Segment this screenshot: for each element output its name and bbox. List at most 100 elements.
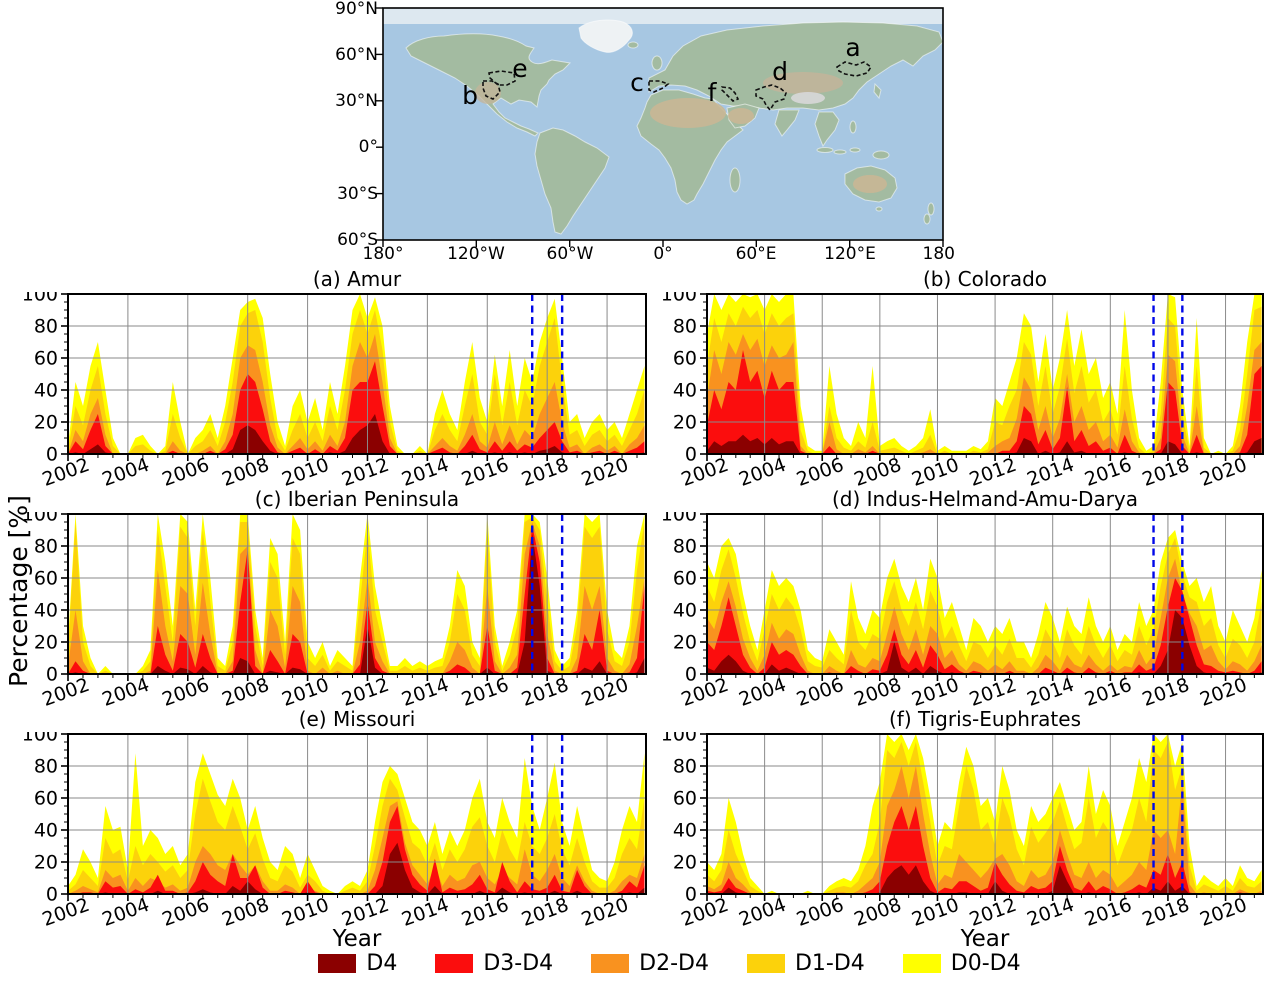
- svg-text:40: 40: [34, 600, 58, 622]
- svg-text:0: 0: [46, 444, 58, 466]
- lon-tick: 0°: [653, 244, 672, 262]
- svg-text:80: 80: [34, 536, 58, 558]
- svg-text:60: 60: [673, 568, 697, 590]
- map-tick-labels: 90°N 60°N 30°N 0° 30°S 60°S 180° 120°W 6…: [335, 0, 963, 264]
- area-D2-D4: [707, 334, 1262, 454]
- svg-text:60: 60: [673, 788, 697, 810]
- drought-legend: D4 D3-D4 D2-D4 D1-D4 D0-D4: [0, 951, 1269, 976]
- region-letter-d: d: [772, 57, 788, 86]
- legend-item-d0-d4: D0-D4: [902, 951, 1021, 976]
- basin-outline-f: [721, 86, 740, 102]
- svg-text:20: 20: [34, 632, 58, 654]
- svg-text:80: 80: [34, 756, 58, 778]
- map-ticks: [376, 7, 944, 247]
- chart-cell-f: (f) Tigris-Euphrates 0 20 40 60 80 100 2002 200…: [639, 706, 1265, 946]
- basin-outlines: [482, 61, 873, 112]
- chart-cell-c: (c) Iberian Peninsula 0 20 40 60 80 100 2002 20…: [0, 486, 648, 726]
- area-D3-D4: [68, 361, 645, 454]
- legend-item-d2-d4: D2-D4: [591, 951, 709, 976]
- area-D1-D4: [707, 306, 1262, 454]
- madagascar: [729, 167, 741, 193]
- chart-title-c: (c) Iberian Peninsula: [254, 487, 460, 511]
- chart-title-f: (f) Tigris-Euphrates: [888, 707, 1081, 731]
- lat-tick: 30°N: [335, 91, 378, 111]
- svg-text:2006: 2006: [794, 894, 847, 931]
- uk: [651, 55, 663, 71]
- area-D3-D4: [68, 806, 645, 894]
- svg-text:80: 80: [34, 316, 58, 338]
- legend-item-d1-d4: D1-D4: [746, 951, 865, 976]
- area-D0-D4: [707, 530, 1262, 674]
- svg-text:100: 100: [661, 292, 697, 306]
- region-letter-f: f: [708, 78, 718, 107]
- svg-text:40: 40: [673, 820, 697, 842]
- svg-text:2020: 2020: [1197, 894, 1250, 931]
- chart-title-a: (a) Amur: [312, 267, 402, 291]
- svg-text:2016: 2016: [459, 894, 512, 931]
- chart-cell-e: (e) Missouri 0 20 40 60 80 100 2002 2004 2006 200…: [0, 706, 648, 946]
- legend-swatch-d1-d4: [746, 954, 785, 973]
- svg-text:60: 60: [34, 568, 58, 590]
- lat-tick: 0°: [359, 137, 378, 157]
- legend-label-d4: D4: [366, 951, 398, 976]
- legend-label-d0-d4: D0-D4: [950, 951, 1021, 976]
- svg-text:60: 60: [34, 348, 58, 370]
- lat-tick: 60°S: [337, 230, 378, 250]
- lon-tick: 60°W: [547, 244, 594, 262]
- svg-text:0: 0: [46, 664, 58, 686]
- svg-text:40: 40: [673, 600, 697, 622]
- lon-tick: 120°E: [824, 244, 876, 262]
- region-letter-a: a: [845, 33, 860, 62]
- legend-label-d2-d4: D2-D4: [639, 951, 709, 976]
- basin-outline-e: [488, 70, 516, 86]
- area-D2-D4: [68, 801, 645, 894]
- desert-shading: [475, 72, 887, 193]
- svg-text:2020: 2020: [579, 894, 632, 931]
- legend-label-d1-d4: D1-D4: [794, 951, 865, 976]
- region-letter-c: c: [630, 68, 644, 97]
- lon-tick: 180°: [923, 244, 955, 262]
- legend-item-d3-d4: D3-D4: [435, 951, 553, 976]
- legend-item-d4: D4: [318, 951, 397, 976]
- svg-text:0: 0: [46, 884, 58, 906]
- eurasia: [648, 21, 944, 111]
- svg-text:100: 100: [22, 292, 58, 306]
- svg-text:80: 80: [673, 316, 697, 338]
- basin-outline-a: [835, 61, 873, 77]
- svg-text:0: 0: [685, 884, 697, 906]
- svg-text:2006: 2006: [159, 894, 212, 931]
- svg-text:20: 20: [34, 852, 58, 874]
- world-map-panel: a b c d e f 90°N 60°N 30°N 0° 30°S 60°S …: [330, 0, 963, 266]
- area-D2-D4: [707, 558, 1262, 674]
- svg-text:100: 100: [661, 512, 697, 526]
- area-D4: [707, 434, 1262, 454]
- lat-tick: 30°S: [337, 184, 378, 204]
- svg-text:2008: 2008: [851, 894, 904, 931]
- japan: [873, 82, 882, 100]
- chart-title-b: (b) Colorado: [922, 267, 1048, 291]
- area-D1-D4: [68, 517, 645, 674]
- svg-text:80: 80: [673, 536, 697, 558]
- greenland: [578, 19, 633, 53]
- lon-tick: 120°W: [447, 244, 505, 262]
- region-letters: a b c d e f: [462, 33, 861, 110]
- world-map: a b c d e f 90°N 60°N 30°N 0° 30°S 60°S …: [335, 0, 963, 264]
- svg-text:2018: 2018: [519, 894, 572, 931]
- basin-outline-c: [648, 80, 670, 93]
- legend-label-d3-d4: D3-D4: [483, 951, 554, 976]
- chart-title-d: (d) Indus-Helmand-Amu-Darya: [831, 487, 1139, 511]
- svg-text:20: 20: [673, 852, 697, 874]
- svg-text:100: 100: [22, 732, 58, 746]
- lat-tick: 60°N: [335, 45, 378, 65]
- area-D4: [68, 533, 645, 674]
- svg-text:0: 0: [685, 664, 697, 686]
- svg-text:2004: 2004: [99, 894, 152, 931]
- chart-cell-d: (d) Indus-Helmand-Amu-Darya 0 20 40 60 80 100…: [639, 486, 1265, 726]
- region-letter-b: b: [462, 81, 478, 110]
- chart-cell-b: (b) Colorado 0 20 40 60 80 100 2002 2004 2006 200…: [639, 266, 1265, 506]
